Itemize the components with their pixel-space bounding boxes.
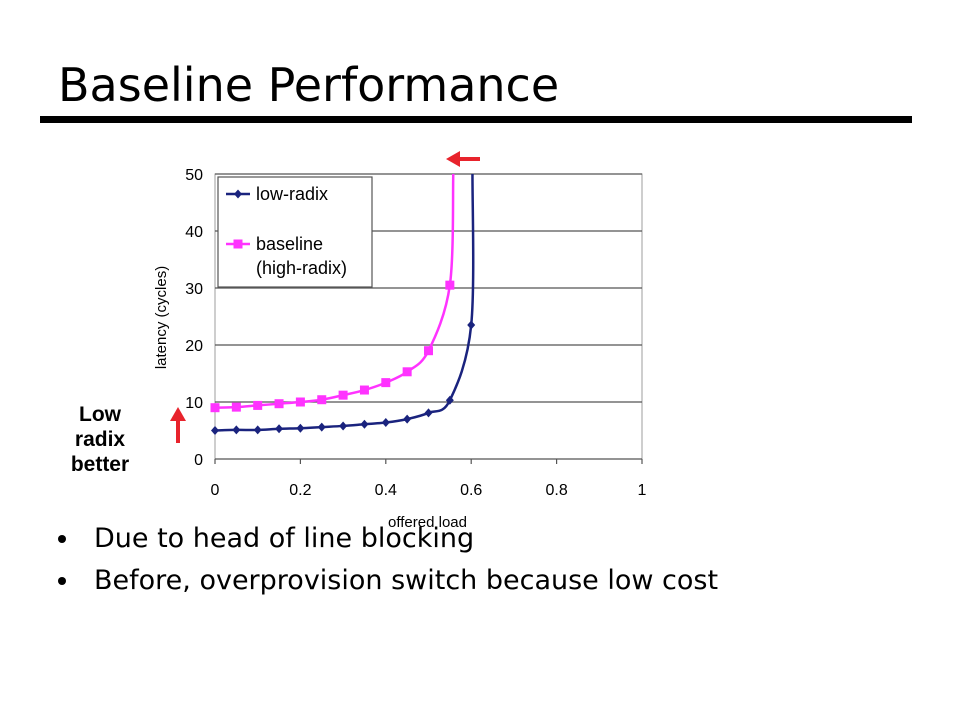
data-point bbox=[275, 424, 284, 434]
data-point bbox=[210, 403, 220, 413]
data-point bbox=[360, 419, 369, 429]
legend-swatch-marker bbox=[233, 239, 243, 249]
markers bbox=[210, 280, 476, 435]
up-arrow-head bbox=[170, 407, 186, 421]
axes: 0 10 20 30 40 50 0 0.2 0.4 0.6 0.8 1 offered load lat… bbox=[153, 167, 647, 531]
legend-label: (high-radix) bbox=[256, 258, 347, 278]
data-point bbox=[445, 280, 455, 290]
data-point bbox=[317, 422, 326, 432]
data-point bbox=[232, 425, 241, 435]
data-point bbox=[381, 418, 390, 428]
annotation-line: Low bbox=[79, 403, 121, 426]
y-tick-label: 10 bbox=[185, 395, 203, 412]
data-point bbox=[296, 423, 305, 433]
title-rule bbox=[40, 116, 912, 123]
bullet-text: Before, overprovision switch because low… bbox=[94, 565, 719, 596]
y-tick-label: 0 bbox=[194, 452, 203, 469]
data-point bbox=[253, 400, 263, 410]
data-point bbox=[211, 426, 219, 435]
data-point bbox=[274, 399, 284, 409]
y-axis-label: latency (cycles) bbox=[153, 266, 170, 369]
x-tick-label: 1 bbox=[638, 482, 647, 499]
slide-title: Baseline Performance bbox=[58, 58, 560, 112]
x-tick-label: 0.8 bbox=[545, 482, 567, 499]
bullet-text: Due to head of line blocking bbox=[94, 523, 475, 554]
legend-box bbox=[217, 176, 373, 288]
x-tick-label: 0.6 bbox=[460, 482, 482, 499]
legend: low-radix baseline (high-radix) bbox=[217, 176, 373, 288]
left-arrow-head bbox=[446, 151, 460, 167]
y-tick-label: 40 bbox=[185, 224, 203, 241]
bullet-dot bbox=[58, 577, 66, 585]
annotation-line: better bbox=[70, 453, 130, 477]
data-point bbox=[445, 395, 454, 405]
data-point bbox=[231, 402, 241, 412]
low-radix-better-annotation: Low radix better bbox=[60, 402, 140, 478]
x-tick-label: 0.2 bbox=[289, 482, 311, 499]
x-tick-label: 0.4 bbox=[375, 482, 397, 499]
data-point bbox=[339, 421, 348, 431]
legend-label: low-radix bbox=[256, 184, 328, 204]
x-tick-label: 0 bbox=[211, 482, 220, 499]
bullet-item: Before, overprovision switch because low… bbox=[58, 565, 758, 597]
data-point bbox=[424, 346, 433, 356]
data-point bbox=[295, 397, 305, 407]
bullet-dot bbox=[58, 535, 66, 543]
y-tick-label: 20 bbox=[185, 338, 203, 355]
arrows bbox=[170, 151, 480, 443]
y-tick-label: 30 bbox=[185, 281, 203, 298]
data-point bbox=[381, 378, 391, 388]
bullet-item: Due to head of line blocking bbox=[58, 523, 758, 555]
data-point bbox=[359, 385, 369, 395]
data-point bbox=[317, 395, 327, 405]
data-point bbox=[338, 390, 348, 400]
data-point bbox=[403, 414, 412, 424]
legend-swatch-marker bbox=[234, 189, 242, 199]
x-axis-label: offered load bbox=[388, 514, 467, 531]
legend-label: baseline bbox=[256, 234, 323, 254]
data-point bbox=[253, 425, 262, 435]
data-point bbox=[467, 320, 476, 330]
data-point bbox=[424, 408, 433, 418]
bullet-list: Due to head of line blocking Before, ove… bbox=[58, 523, 758, 607]
y-tick-label: 50 bbox=[185, 167, 203, 184]
data-point bbox=[402, 367, 412, 377]
annotation-line: radix bbox=[74, 428, 126, 452]
